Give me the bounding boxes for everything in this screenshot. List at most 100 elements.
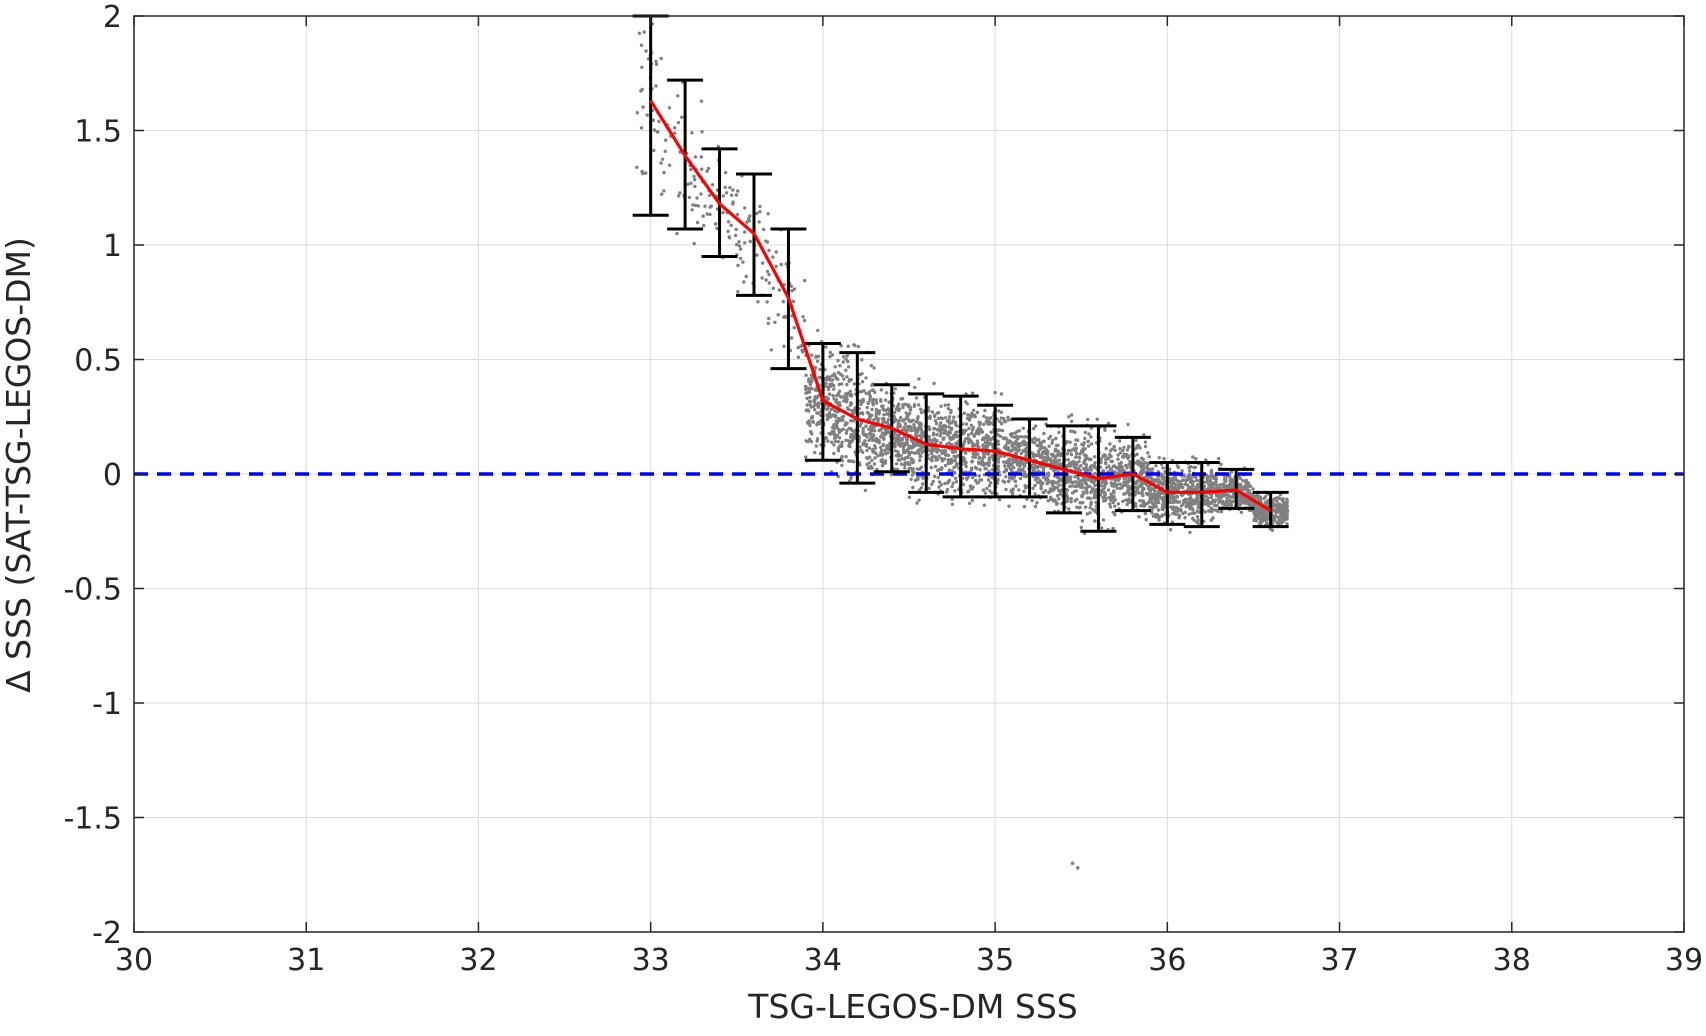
scatter-point [980, 437, 985, 442]
scatter-point [810, 386, 814, 391]
scatter-point [1162, 457, 1166, 461]
scatter-point [1125, 498, 1130, 502]
scatter-point [743, 241, 747, 245]
scatter-point [1065, 478, 1069, 482]
scatter-point [986, 478, 991, 482]
scatter-point [1197, 504, 1201, 508]
scatter-point [1053, 459, 1058, 464]
scatter-point [1156, 490, 1161, 494]
scatter-point [874, 398, 878, 402]
scatter-point [918, 467, 922, 471]
scatter-point [1242, 485, 1246, 489]
scatter-point [660, 157, 665, 161]
scatter-point [881, 436, 886, 440]
scatter-point [1108, 442, 1112, 446]
scatter-point [1146, 451, 1150, 455]
scatter-point [1022, 439, 1026, 443]
scatter-point [1195, 515, 1200, 519]
scatter-point [903, 422, 908, 426]
scatter-point [1017, 488, 1021, 492]
scatter-point [1006, 415, 1010, 419]
scatter-point [1192, 518, 1196, 522]
scatter-point [947, 478, 952, 482]
scatter-point [840, 459, 844, 463]
scatter-point [807, 409, 811, 413]
scatter-point [1152, 504, 1157, 508]
scatter-point [1089, 442, 1094, 446]
scatter-point [1041, 490, 1045, 495]
x-tick-label: 39 [1665, 943, 1703, 978]
scatter-point [840, 463, 844, 467]
scatter-point [903, 466, 907, 470]
scatter-point [996, 447, 1000, 451]
scatter-point [1075, 452, 1079, 456]
scatter-point [657, 119, 661, 124]
scatter-point [660, 192, 664, 196]
scatter-point [824, 436, 828, 440]
scatter-point [809, 405, 813, 409]
scatter-point [1070, 484, 1074, 488]
scatter-point [860, 372, 864, 376]
scatter-point [1154, 464, 1158, 468]
scatter-point [995, 481, 1000, 485]
scatter-point [1100, 480, 1104, 485]
scatter-point [774, 264, 778, 269]
scatter-point [871, 450, 875, 454]
scatter-point [903, 417, 907, 422]
scatter-point [930, 451, 934, 456]
scatter-point [1089, 500, 1093, 505]
scatter-point [1254, 519, 1259, 523]
scatter-point [1187, 512, 1191, 516]
scatter-point [1106, 457, 1111, 461]
scatter-point [917, 377, 921, 381]
scatter-point [1135, 490, 1139, 494]
scatter-point [1083, 457, 1088, 461]
scatter-point [867, 446, 872, 450]
scatter-point [919, 428, 924, 432]
scatter-point [1081, 449, 1085, 454]
scatter-point [887, 400, 891, 404]
scatter-point [950, 458, 954, 463]
scatter-point [1112, 429, 1117, 433]
scatter-point [951, 481, 955, 485]
scatter-point [813, 450, 817, 455]
scatter-point [1084, 466, 1089, 470]
scatter-point [1104, 457, 1108, 461]
scatter-point [967, 441, 971, 445]
scatter-point [897, 419, 901, 423]
scatter-point [1086, 444, 1091, 448]
scatter-point [1069, 496, 1074, 501]
scatter-point [1103, 428, 1107, 432]
scatter-point [883, 398, 888, 402]
scatter-point [833, 423, 838, 427]
scatter-point [845, 394, 849, 398]
scatter-point [1014, 484, 1018, 488]
scatter-point [975, 439, 980, 443]
scatter-point [1069, 452, 1074, 457]
scatter-point [830, 425, 835, 430]
y-tick-label: -1.5 [63, 802, 122, 837]
scatter-point [1099, 484, 1104, 488]
scatter-point [1157, 456, 1161, 460]
scatter-point [964, 451, 968, 455]
scatter-point [1050, 483, 1055, 487]
scatter-point [844, 431, 849, 435]
scatter-point [1051, 454, 1055, 458]
scatter-point [1035, 501, 1039, 505]
scatter-point [1049, 497, 1053, 501]
scatter-point [808, 382, 813, 387]
scatter-point [840, 395, 844, 399]
scatter-point [1019, 451, 1023, 456]
scatter-point [1025, 450, 1029, 454]
scatter-point [1055, 485, 1060, 490]
scatter-point [1113, 448, 1117, 452]
scatter-point [1065, 488, 1070, 492]
scatter-point [802, 318, 807, 323]
scatter-point [914, 396, 919, 400]
scatter-point [1183, 510, 1188, 515]
scatter-point [708, 205, 712, 209]
scatter-point [1262, 496, 1266, 501]
scatter-point [813, 408, 817, 412]
scatter-point [907, 462, 912, 467]
scatter-point [1143, 444, 1148, 449]
